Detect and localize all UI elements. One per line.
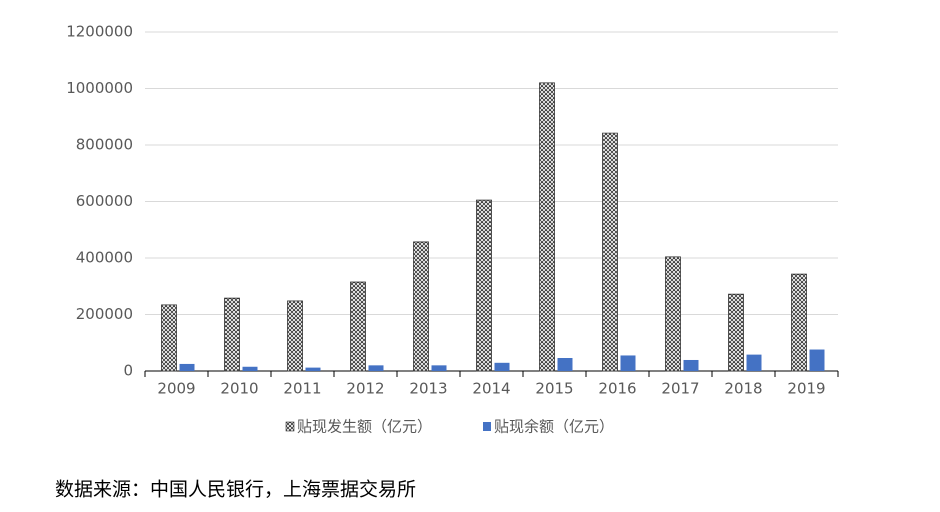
legend-label: 贴现发生额（亿元） [297, 418, 432, 436]
bar [557, 358, 573, 371]
x-tick-label: 2016 [598, 380, 636, 398]
bar [602, 132, 618, 372]
y-tick-label: 1200000 [66, 23, 133, 41]
x-tick-label: 2012 [346, 380, 384, 398]
x-tick-label: 2019 [787, 380, 825, 398]
bar [620, 355, 636, 371]
x-tick-label: 2014 [472, 380, 510, 398]
bar [161, 304, 177, 372]
bar [350, 281, 366, 372]
bar [242, 366, 258, 371]
bar [683, 359, 699, 371]
legend-swatch [285, 421, 295, 432]
legend-swatch [483, 422, 491, 431]
bar [539, 82, 555, 372]
bar [476, 199, 492, 372]
x-tick-label: 2018 [724, 380, 762, 398]
legend-label: 贴现余额（亿元） [494, 418, 614, 436]
y-tick-label: 800000 [76, 136, 133, 154]
y-tick-label: 1000000 [66, 79, 133, 97]
bar [179, 363, 195, 371]
x-tick-label: 2017 [661, 380, 699, 398]
bar [431, 365, 447, 371]
source-note: 数据来源：中国人民银行，上海票据交易所 [55, 479, 416, 501]
y-tick-label: 0 [123, 362, 133, 380]
y-tick-label: 400000 [76, 249, 133, 267]
x-tick-label: 2010 [220, 380, 258, 398]
bar [413, 241, 429, 372]
bar [287, 300, 303, 372]
bar [809, 349, 825, 371]
bar [305, 367, 321, 371]
x-tick-label: 2009 [157, 380, 195, 398]
bar [791, 273, 807, 372]
bar [665, 256, 681, 372]
x-tick-label: 2015 [535, 380, 573, 398]
y-tick-label: 600000 [76, 192, 133, 210]
y-tick-label: 200000 [76, 305, 133, 323]
bar [494, 362, 510, 371]
x-tick-label: 2013 [409, 380, 447, 398]
bar [728, 293, 744, 372]
bar [746, 354, 762, 371]
x-tick-label: 2011 [283, 380, 321, 398]
bar [368, 365, 384, 371]
bar [224, 297, 240, 372]
